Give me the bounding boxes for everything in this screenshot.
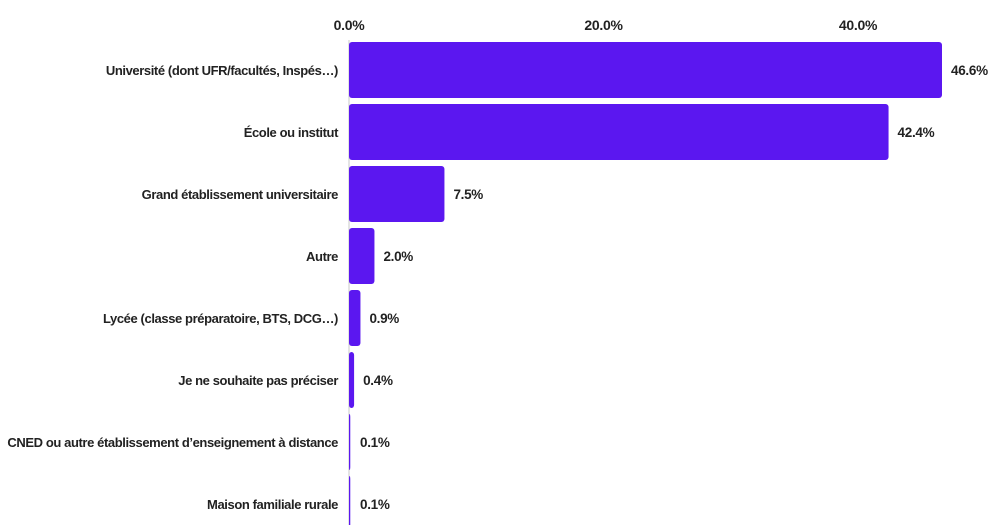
bar[interactable] — [349, 414, 351, 470]
category-labels: Université (dont UFR/facultés, Inspés…) É… — [7, 63, 339, 512]
category-label: Maison familiale rurale — [207, 497, 338, 512]
bar[interactable] — [349, 228, 375, 284]
bar[interactable] — [349, 104, 889, 160]
x-tick-label: 20.0% — [584, 17, 623, 33]
category-label: Grand établissement universitaire — [142, 187, 338, 202]
bars — [349, 42, 942, 525]
value-label: 42.4% — [898, 125, 935, 140]
category-label: Je ne souhaite pas préciser — [178, 373, 338, 388]
x-tick-label: 40.0% — [839, 17, 878, 33]
category-label: Université (dont UFR/facultés, Inspés…) — [106, 63, 338, 78]
bar[interactable] — [349, 290, 361, 346]
bar[interactable] — [349, 476, 351, 525]
x-tick-label: 0.0% — [334, 17, 366, 33]
bar[interactable] — [349, 166, 445, 222]
value-label: 7.5% — [453, 187, 483, 202]
category-label: Lycée (classe préparatoire, BTS, DCG…) — [103, 311, 338, 326]
category-label: École ou institut — [244, 125, 339, 140]
value-label: 0.4% — [363, 373, 393, 388]
bar[interactable] — [349, 352, 355, 408]
category-label: Autre — [306, 249, 338, 264]
value-label: 0.9% — [369, 311, 399, 326]
value-label: 0.1% — [360, 435, 390, 450]
value-label: 46.6% — [951, 63, 988, 78]
value-labels: 46.6% 42.4% 7.5% 2.0% 0.9% 0.4% 0.1% 0.1% — [360, 63, 988, 512]
bar[interactable] — [349, 42, 942, 98]
value-label: 0.1% — [360, 497, 390, 512]
category-label: CNED ou autre établissement d’enseigneme… — [7, 435, 338, 450]
value-label: 2.0% — [383, 249, 413, 264]
